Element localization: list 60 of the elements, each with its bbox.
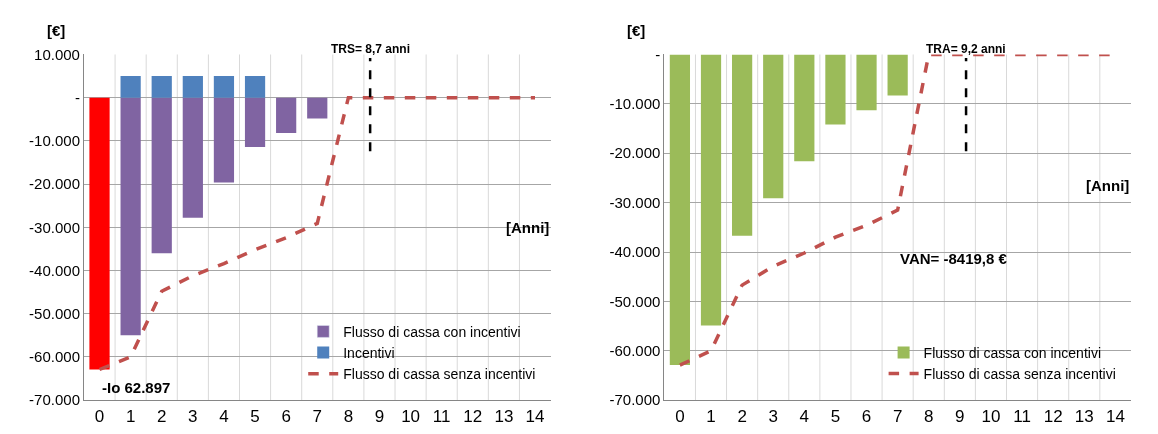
x-tick-label: 0: [94, 406, 105, 426]
y-tick-label: -60.000: [609, 342, 661, 360]
x-tick-label: 13: [494, 406, 514, 426]
y-tick-label: -40.000: [609, 243, 661, 261]
y-tick-label: -40.000: [29, 261, 80, 279]
x-tick-label: 7: [892, 406, 903, 426]
x-tick-label: 6: [281, 406, 291, 426]
x-tick-label: 9: [374, 406, 385, 426]
ref-line-label: TRS= 8,7 anni: [331, 42, 411, 56]
x-tick-label: 14: [525, 406, 545, 426]
x-tick-label: 4: [219, 406, 229, 426]
y-tick-label: -30.000: [609, 193, 661, 211]
x-tick-label: 11: [432, 406, 451, 426]
legend-label: Flusso di cassa con incentivi: [343, 323, 521, 340]
x-tick-label: 2: [737, 406, 747, 426]
x-axis-title: [Anni]: [1086, 177, 1130, 194]
x-tick-label: 11: [1013, 406, 1031, 426]
x-tick-label: 1: [706, 406, 716, 426]
x-tick-label: 13: [1074, 406, 1094, 426]
x-tick-label: 3: [188, 406, 198, 426]
y-tick-label: -: [74, 88, 80, 106]
y-tick-label: -70.000: [29, 391, 80, 409]
x-tick-label: 9: [955, 406, 965, 426]
x-tick-label: 0: [675, 406, 685, 426]
x-tick-label: 6: [861, 406, 872, 426]
annotation: VAN= -8419,8 €: [900, 250, 1008, 267]
y-tick-label: -10.000: [29, 132, 80, 150]
x-tick-label: 5: [250, 406, 260, 426]
annotation: -Io 62.897: [102, 379, 171, 396]
y-tick-label: -: [655, 45, 661, 63]
legend-label: Flusso di cassa con incentivi: [923, 344, 1102, 361]
y-axis-title: [€]: [47, 22, 66, 39]
x-tick-label: 10: [981, 406, 1001, 426]
y-tick-label: 10.000: [34, 45, 80, 63]
y-tick-label: -50.000: [29, 305, 80, 322]
ref-line-label: TRA= 9,2 anni: [926, 42, 1006, 56]
y-tick-label: -60.000: [29, 348, 80, 366]
x-tick-label: 8: [343, 406, 354, 426]
x-tick-label: 12: [1043, 406, 1063, 426]
y-axis-title: [€]: [627, 22, 646, 39]
y-tick-label: -30.000: [29, 218, 80, 236]
x-tick-label: 1: [125, 406, 136, 426]
y-tick-label: -10.000: [609, 95, 661, 113]
legend-label: Incentivi: [343, 345, 395, 362]
y-tick-label: -50.000: [609, 292, 661, 310]
x-tick-label: 7: [312, 406, 322, 426]
x-tick-label: 2: [157, 406, 167, 426]
x-tick-label: 12: [463, 406, 483, 426]
legend-label: Flusso di cassa senza incentivi: [343, 366, 536, 383]
x-tick-label: 4: [799, 406, 810, 426]
x-axis-title: [Anni]: [506, 219, 550, 236]
y-tick-label: -70.000: [609, 391, 661, 409]
y-tick-label: -20.000: [29, 175, 80, 193]
x-tick-label: 8: [924, 406, 934, 426]
x-tick-label: 14: [1105, 406, 1125, 426]
y-tick-label: -20.000: [609, 144, 661, 162]
x-tick-label: 3: [768, 406, 778, 426]
x-tick-label: 5: [830, 406, 841, 426]
legend-label: Flusso di cassa senza incentivi: [923, 366, 1116, 383]
x-tick-label: 10: [401, 406, 421, 426]
